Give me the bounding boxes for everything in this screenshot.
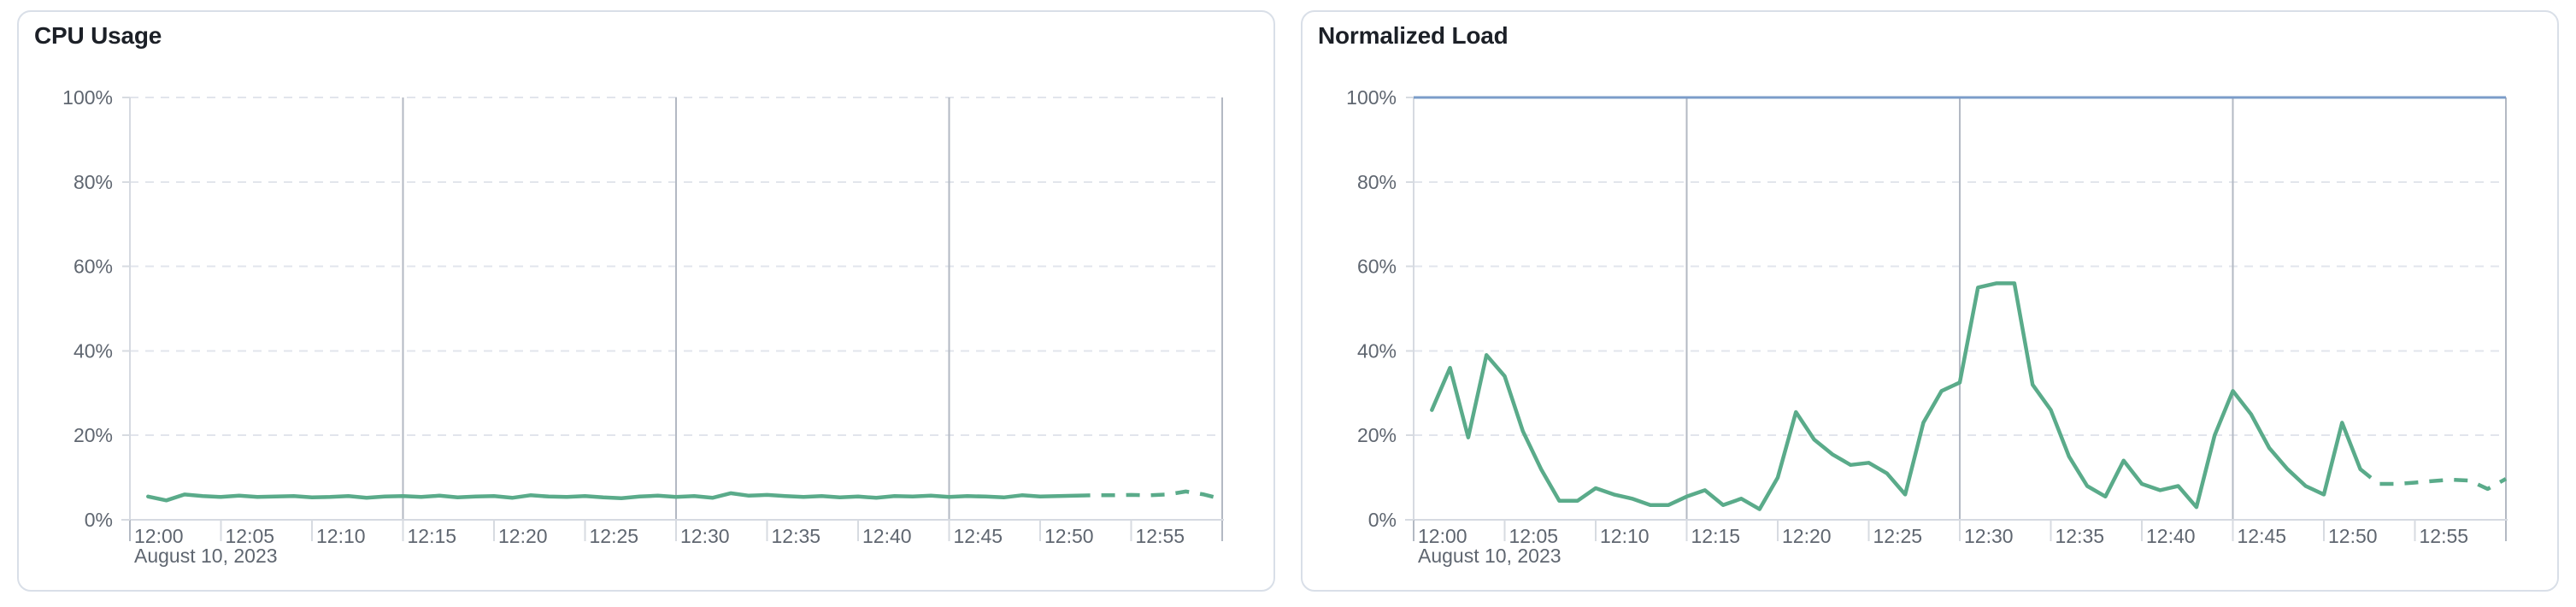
svg-text:100%: 100% bbox=[62, 86, 113, 109]
cpu-usage-forecast-line bbox=[1076, 489, 1223, 501]
svg-text:12:50: 12:50 bbox=[1044, 525, 1094, 547]
svg-text:100%: 100% bbox=[1346, 86, 1397, 109]
svg-text:12:25: 12:25 bbox=[1873, 525, 1923, 547]
svg-text:12:00: 12:00 bbox=[1418, 525, 1467, 547]
svg-text:20%: 20% bbox=[1357, 424, 1397, 446]
svg-text:12:15: 12:15 bbox=[1691, 525, 1741, 547]
svg-text:12:40: 12:40 bbox=[2146, 525, 2196, 547]
svg-text:12:05: 12:05 bbox=[1509, 525, 1559, 547]
svg-text:12:25: 12:25 bbox=[590, 525, 639, 547]
x-axis-context-label: August 10, 2023 bbox=[134, 545, 278, 567]
normalized-load-observed-line bbox=[1430, 281, 2362, 511]
svg-text:12:20: 12:20 bbox=[498, 525, 548, 547]
vertical-gridlines bbox=[1685, 97, 2507, 541]
svg-text:20%: 20% bbox=[74, 424, 113, 446]
svg-text:12:35: 12:35 bbox=[772, 525, 821, 547]
svg-text:12:00: 12:00 bbox=[134, 525, 184, 547]
svg-text:40%: 40% bbox=[74, 339, 113, 362]
chart-title: Normalized Load bbox=[1318, 22, 1509, 49]
svg-text:12:20: 12:20 bbox=[1782, 525, 1832, 547]
svg-text:12:30: 12:30 bbox=[1964, 525, 2014, 547]
y-axis-labels: 0% 20% 40% 60% 80% 100% bbox=[62, 86, 113, 531]
normalized-load-chart[interactable]: 0%20%40%60%80%100%12:00 12:05 12:10 12:15 12… bbox=[1303, 12, 2557, 590]
svg-text:60%: 60% bbox=[74, 256, 113, 278]
x-axis-labels: 12:00 12:05 12:10 12:15 12:20 12:25 12:30 12:35… bbox=[134, 525, 1185, 567]
svg-text:12:10: 12:10 bbox=[1600, 525, 1650, 547]
normalized-load-panel: Normalized Load 0% 20% 40% 60% 80% 100% 12:00 1… bbox=[1301, 10, 2559, 592]
normalized-load-forecast-line bbox=[2359, 467, 2508, 492]
cpu-usage-panel: CPU Usage 0% 20% 40% 60% 80% 100% 12:00 12:05 12… bbox=[17, 10, 1275, 592]
svg-text:80%: 80% bbox=[74, 171, 113, 193]
svg-text:12:10: 12:10 bbox=[316, 525, 366, 547]
x-axis-labels: 12:00 12:05 12:10 12:15 12:20 12:25 12:30 12:35… bbox=[1418, 525, 2468, 567]
vertical-gridlines bbox=[402, 97, 1223, 541]
svg-text:12:50: 12:50 bbox=[2328, 525, 2378, 547]
svg-text:12:55: 12:55 bbox=[1136, 525, 1185, 547]
cpu-usage-chart[interactable]: 0%20%40%60%80%100%12:00 12:05 12:10 12:15 12… bbox=[19, 12, 1273, 590]
svg-text:12:40: 12:40 bbox=[862, 525, 912, 547]
svg-text:0%: 0% bbox=[85, 509, 113, 531]
svg-text:0%: 0% bbox=[1368, 509, 1397, 531]
y-tick-marks bbox=[1406, 97, 1414, 521]
normalized-load-series[interactable] bbox=[1430, 281, 2508, 511]
svg-text:12:55: 12:55 bbox=[2420, 525, 2469, 547]
x-tick-marks bbox=[1413, 520, 2416, 541]
svg-text:12:05: 12:05 bbox=[226, 525, 275, 547]
svg-text:60%: 60% bbox=[1357, 256, 1397, 278]
svg-text:12:30: 12:30 bbox=[680, 525, 730, 547]
y-axis-labels: 0% 20% 40% 60% 80% 100% bbox=[1346, 86, 1397, 531]
chart-title: CPU Usage bbox=[34, 22, 162, 49]
y-tick-marks bbox=[122, 97, 130, 521]
cpu-usage-series[interactable] bbox=[146, 489, 1223, 503]
svg-text:12:35: 12:35 bbox=[2056, 525, 2105, 547]
svg-text:12:45: 12:45 bbox=[2238, 525, 2287, 547]
x-axis-context-label: August 10, 2023 bbox=[1418, 545, 1561, 567]
svg-text:40%: 40% bbox=[1357, 339, 1397, 362]
x-tick-marks bbox=[129, 520, 1132, 541]
svg-text:80%: 80% bbox=[1357, 171, 1397, 193]
svg-text:12:15: 12:15 bbox=[408, 525, 457, 547]
cpu-usage-observed-line bbox=[146, 491, 1079, 503]
svg-text:12:45: 12:45 bbox=[954, 525, 1003, 547]
